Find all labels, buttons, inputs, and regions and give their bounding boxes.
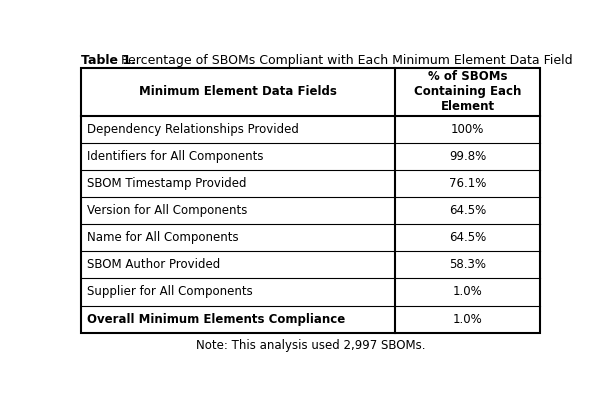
Text: Supplier for All Components: Supplier for All Components [87, 285, 253, 298]
Text: Minimum Element Data Fields: Minimum Element Data Fields [139, 85, 337, 98]
Text: 99.8%: 99.8% [449, 150, 486, 163]
Text: Dependency Relationships Provided: Dependency Relationships Provided [87, 123, 299, 136]
Text: 64.5%: 64.5% [449, 231, 486, 244]
Text: 1.0%: 1.0% [453, 285, 483, 298]
Text: Name for All Components: Name for All Components [87, 231, 239, 244]
Text: 64.5%: 64.5% [449, 204, 486, 217]
Text: % of SBOMs
Containing Each
Element: % of SBOMs Containing Each Element [414, 70, 521, 113]
Text: 1.0%: 1.0% [453, 312, 483, 326]
Text: Table 1.: Table 1. [81, 54, 135, 67]
Text: 58.3%: 58.3% [449, 258, 486, 271]
Text: 76.1%: 76.1% [449, 177, 486, 190]
Text: Identifiers for All Components: Identifiers for All Components [87, 150, 263, 163]
Text: Note: This analysis used 2,997 SBOMs.: Note: This analysis used 2,997 SBOMs. [196, 339, 426, 352]
Text: Version for All Components: Version for All Components [87, 204, 247, 217]
Text: SBOM Timestamp Provided: SBOM Timestamp Provided [87, 177, 246, 190]
Text: Percentage of SBOMs Compliant with Each Minimum Element Data Field: Percentage of SBOMs Compliant with Each … [117, 54, 572, 67]
Text: Overall Minimum Elements Compliance: Overall Minimum Elements Compliance [87, 312, 345, 326]
Bar [81, 68, 540, 333]
Text: 100%: 100% [451, 123, 484, 136]
Text: SBOM Author Provided: SBOM Author Provided [87, 258, 220, 271]
